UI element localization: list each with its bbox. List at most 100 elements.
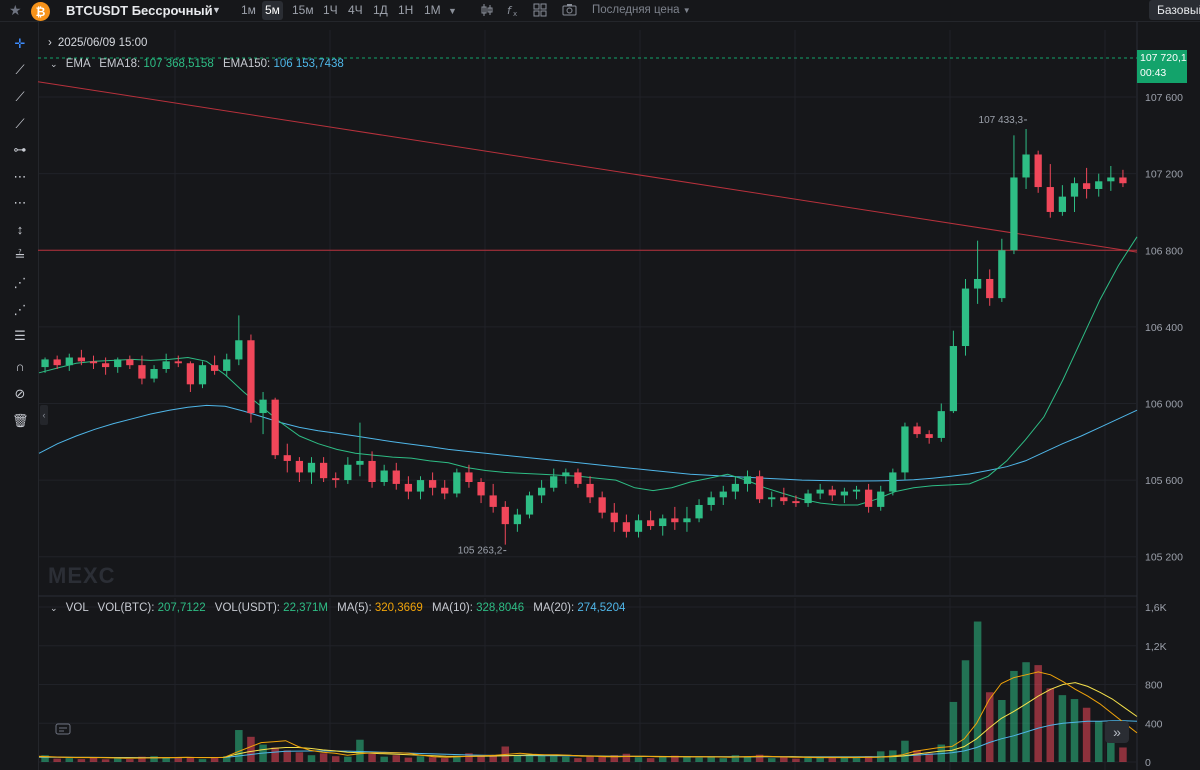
timeframe-tab-5[interactable]: 1Д: [373, 3, 388, 17]
scroll-to-latest-button[interactable]: »: [1105, 721, 1129, 743]
candle-body: [537, 487, 546, 496]
volume-bar: [598, 756, 606, 762]
volume-bar: [428, 757, 437, 762]
candle-body: [986, 278, 994, 299]
ema150-value: 106 153,7438: [273, 58, 344, 70]
star-icon[interactable]: ★: [9, 2, 22, 18]
candle-body: [949, 346, 958, 412]
price-type-label: Последняя цена: [592, 4, 680, 16]
timeframe-tab-1[interactable]: 5м: [262, 1, 283, 20]
crosshair-icon[interactable]: ✛: [14, 36, 26, 51]
volume-bar: [683, 756, 691, 762]
candle-body: [283, 455, 291, 461]
volume-bar: [840, 757, 849, 762]
bitcoin-icon: ₿: [31, 2, 50, 21]
candle-body: [659, 518, 667, 527]
extended-line-icon[interactable]: ⟋: [15, 116, 25, 131]
candlestick-icon[interactable]: [480, 3, 494, 20]
candle-body: [501, 506, 509, 525]
volume-bar: [1022, 662, 1030, 762]
volume-bar: [101, 759, 110, 762]
volume-bar: [89, 757, 98, 762]
candle-body: [1022, 154, 1030, 178]
candle-body: [877, 491, 885, 507]
trash-icon[interactable]: 🗑: [12, 413, 29, 428]
volume-bar: [1094, 721, 1103, 762]
vol-indicator-label[interactable]: VOL: [65, 602, 89, 614]
volume-bar: [1010, 670, 1018, 762]
timeframe-tab-6[interactable]: 1Н: [398, 3, 414, 17]
layout-grid-icon[interactable]: [533, 3, 547, 20]
magnet-icon[interactable]: ∩: [15, 359, 25, 374]
hide-drawings-icon[interactable]: ⊘: [14, 386, 26, 401]
volume-bar: [537, 755, 546, 762]
vertical-line-icon[interactable]: ↕: [16, 222, 24, 237]
candle-body: [683, 518, 691, 523]
text-tool-icon[interactable]: ☰: [14, 328, 26, 343]
pattern-icon[interactable]: ⋰: [13, 275, 27, 290]
chevron-left-icon[interactable]: ‹: [40, 405, 48, 425]
chevron-down-icon[interactable]: ⌄: [50, 603, 58, 613]
volume-legend: ⌄ VOL VOL(BTC): 207,7122 VOL(USDT): 22,3…: [50, 602, 625, 614]
chevron-down-icon[interactable]: ▼: [212, 5, 221, 15]
volume-bar: [65, 758, 74, 762]
volume-bar: [1082, 707, 1091, 762]
volume-bar: [646, 758, 655, 762]
volume-bar: [961, 660, 970, 762]
ma10-value: 328,8046: [476, 602, 525, 614]
trendline-drawing: [37, 81, 1138, 253]
chevron-right-icon[interactable]: ›: [48, 37, 52, 49]
timeframe-tab-3[interactable]: 1Ч: [323, 3, 338, 17]
timeframe-tab-2[interactable]: 15м: [292, 3, 314, 17]
volume-tick-label: 800: [1145, 680, 1163, 692]
candle-body: [973, 278, 982, 289]
volume-bar: [162, 757, 170, 762]
chevron-down-icon[interactable]: ⌄: [50, 59, 58, 69]
price-type-select[interactable]: Последняя цена ▼: [592, 4, 691, 16]
candle-body: [65, 357, 73, 366]
message-icon[interactable]: [55, 723, 75, 741]
candle-body: [428, 480, 437, 488]
timeframe-tab-4[interactable]: 4Ч: [348, 3, 363, 17]
last-price-tag: 107 720,1 00:43: [1137, 50, 1187, 83]
trend-line-icon[interactable]: ⟋: [15, 62, 25, 77]
svg-text:x: x: [513, 10, 517, 17]
horizontal-ray-icon[interactable]: ⋯: [13, 169, 27, 184]
ema-indicator-label[interactable]: EMA: [65, 58, 91, 70]
candle-body: [247, 340, 255, 414]
candle-body: [174, 361, 182, 364]
fib-retracement-icon[interactable]: ≟: [14, 248, 26, 263]
candle-body: [574, 472, 582, 484]
chevron-down-icon[interactable]: ▼: [448, 6, 457, 16]
volume-bar: [622, 753, 631, 762]
timeframe-tab-0[interactable]: 1м: [241, 3, 256, 17]
candle-body: [53, 359, 61, 366]
candle-body: [1082, 183, 1091, 189]
symbol-title[interactable]: BTCUSDT Бессрочный: [66, 3, 213, 18]
parallel-channel-icon[interactable]: ⋯: [13, 195, 27, 210]
candle-body: [562, 472, 570, 477]
candle-body: [41, 359, 49, 368]
volume-bar: [235, 730, 243, 762]
volume-bar: [586, 756, 594, 762]
projection-icon[interactable]: ⋰: [13, 302, 27, 317]
ema150-line: [38, 404, 1138, 482]
volume-bar: [416, 756, 425, 762]
camera-icon[interactable]: [562, 3, 577, 20]
volume-ma5-line: [38, 671, 1138, 759]
candle-body: [356, 460, 364, 465]
volume-bar: [113, 758, 122, 762]
timeframe-tab-7[interactable]: 1М: [424, 3, 441, 17]
horizontal-line-icon[interactable]: ⊶: [13, 142, 27, 157]
ray-icon[interactable]: ⟋: [15, 89, 25, 104]
candle-body: [804, 493, 812, 504]
volume-tick-label: 1,6K: [1145, 602, 1167, 614]
candle-body: [598, 497, 606, 513]
candle-body: [1119, 177, 1127, 184]
candle-body: [186, 363, 195, 385]
volume-bar: [549, 756, 558, 762]
base-view-button[interactable]: Базовый: [1149, 0, 1200, 20]
volume-bar: [283, 750, 292, 762]
